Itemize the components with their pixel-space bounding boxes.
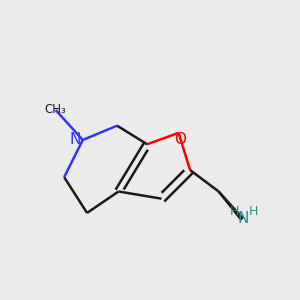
- Text: O: O: [174, 133, 186, 148]
- Text: H: H: [230, 205, 239, 218]
- Text: N: N: [70, 132, 81, 147]
- Text: N: N: [237, 211, 249, 226]
- Text: H: H: [248, 205, 258, 218]
- Text: CH₃: CH₃: [45, 103, 67, 116]
